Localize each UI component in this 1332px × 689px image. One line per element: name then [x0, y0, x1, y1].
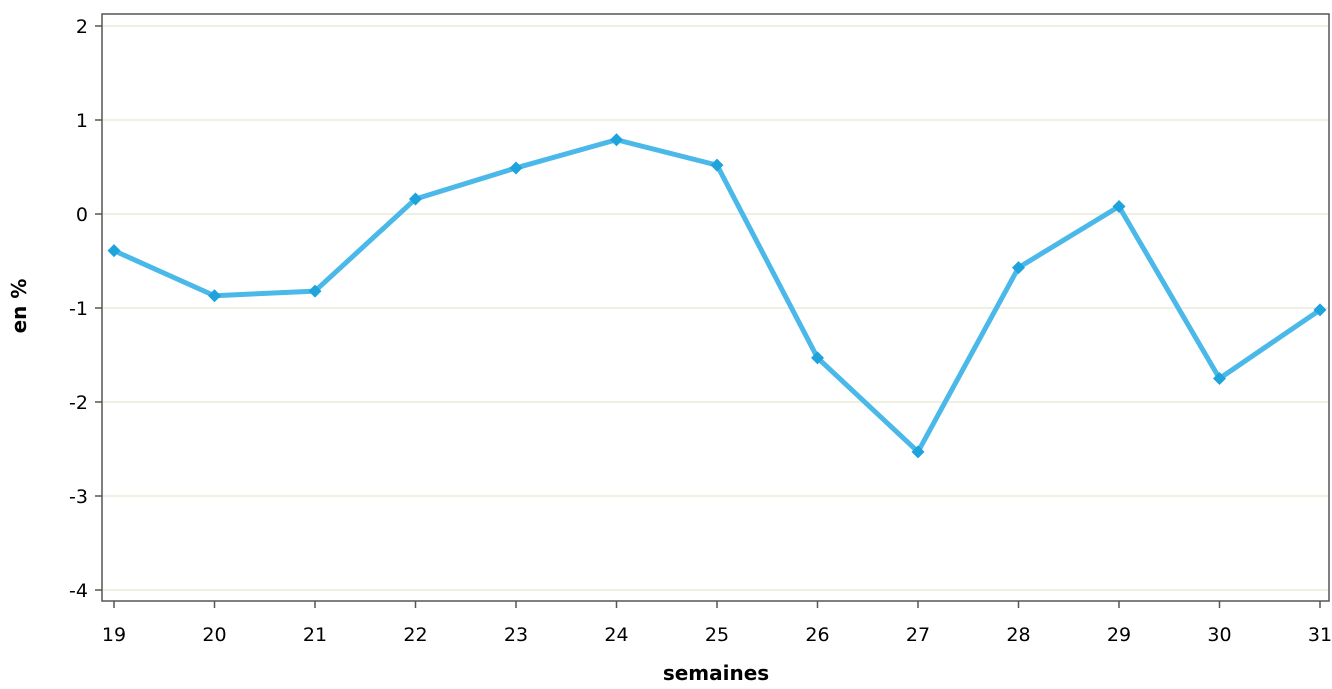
data-point-marker: [1313, 303, 1327, 317]
x-axis-title: semaines: [663, 661, 769, 685]
y-tick-label: -4: [69, 580, 88, 602]
y-tick-label: -1: [69, 298, 88, 320]
x-tick-label: 31: [1308, 624, 1332, 646]
x-tick-label: 29: [1107, 624, 1131, 646]
y-tick-label: 1: [76, 110, 88, 132]
x-tick-label: 25: [705, 624, 729, 646]
x-tick-label: 21: [303, 624, 327, 646]
y-tick-label: -3: [69, 486, 88, 508]
data-point-marker: [811, 351, 824, 365]
x-tick-label: 27: [906, 624, 930, 646]
x-tick-label: 28: [1006, 624, 1030, 646]
gridlines: [103, 25, 1328, 591]
y-tick-label: 0: [76, 204, 88, 226]
series-line: [111, 137, 1323, 455]
series-layer: [107, 133, 1327, 459]
x-tick-label: 30: [1207, 624, 1231, 646]
data-point-marker: [610, 133, 623, 147]
data-point-marker: [911, 445, 925, 459]
x-tick-label: 26: [805, 624, 829, 646]
y-axis: 2 1 0 -1 -2 -3 -4: [69, 16, 102, 602]
data-point-marker: [710, 158, 724, 172]
data-point-marker: [308, 284, 322, 298]
x-tick-label: 22: [403, 624, 427, 646]
y-tick-label: 2: [76, 16, 88, 38]
x-tick-label: 20: [202, 624, 226, 646]
data-point-marker: [107, 244, 121, 258]
data-point-marker: [509, 161, 523, 175]
x-axis: 19 20 21 22 23 24 25 26 27 28 29 30 31: [102, 601, 1332, 646]
data-point-marker: [1112, 199, 1126, 213]
data-point-marker: [1012, 261, 1025, 275]
y-tick-label: -2: [69, 392, 88, 414]
x-tick-label: 23: [504, 624, 528, 646]
data-point-marker: [1213, 372, 1226, 385]
x-tick-label: 19: [102, 624, 126, 646]
data-point-marker: [208, 289, 221, 303]
data-point-marker: [409, 192, 422, 206]
y-axis-title: en %: [7, 279, 31, 334]
x-tick-label: 24: [604, 624, 628, 646]
